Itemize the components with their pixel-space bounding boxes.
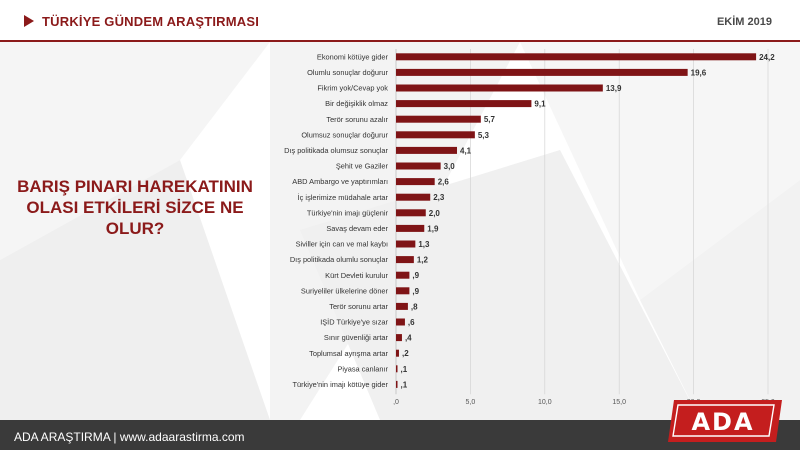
x-tick-label: ,0 — [393, 399, 399, 406]
data-label: 2,0 — [429, 209, 441, 218]
survey-question: BARIŞ PINARI HAREKATININ OLASI ETKİLERİ … — [17, 177, 253, 238]
category-label: Terör sorunu azalır — [326, 115, 388, 124]
data-label: 1,9 — [427, 224, 439, 233]
data-label: ,9 — [412, 287, 419, 296]
data-label: ,8 — [411, 302, 418, 311]
category-label: Şehit ve Gaziler — [336, 162, 389, 171]
category-label: Toplumsal ayrışma artar — [309, 349, 388, 358]
x-tick-label: 5,0 — [466, 399, 476, 406]
data-label: 5,3 — [478, 131, 490, 140]
footer-bar: ADA ARAŞTIRMA | www.adaarastirma.com — [0, 420, 800, 450]
category-label: Dış politikada olumlu sonuçlar — [290, 255, 389, 264]
header-date: EKİM 2019 — [716, 16, 772, 28]
bar-chart: Ekonomi kötüye gider 24,2 Olumlu sonuçlar … — [284, 49, 775, 406]
category-label: Türkiye'nin imajı kötüye gider — [293, 380, 389, 389]
category-label: Sınır güvenliği artar — [324, 333, 389, 342]
category-label: Savaş devam eder — [326, 224, 388, 233]
data-label: 2,3 — [433, 193, 445, 202]
data-label: 5,7 — [484, 115, 496, 124]
category-label: İç işlerimize müdahale artar — [298, 193, 389, 202]
data-label: 19,6 — [691, 68, 707, 77]
x-tick-label: 10,0 — [538, 399, 552, 406]
data-label: 2,6 — [438, 178, 450, 187]
footer-brand: ADA ARAŞTIRMA | — [14, 430, 117, 444]
bar — [396, 380, 398, 388]
category-label: Bir değişiklik olmaz — [325, 99, 388, 108]
bar — [396, 193, 431, 201]
data-label: 13,9 — [606, 84, 622, 93]
x-tick-label: 15,0 — [612, 399, 626, 406]
category-label: Türkiye'nin imajı güçlenir — [307, 208, 389, 217]
data-label: 9,1 — [534, 100, 546, 109]
bar — [396, 302, 408, 310]
bar — [396, 256, 414, 264]
bar — [396, 178, 435, 186]
category-label: ABD Ambargo ve yaptırımları — [292, 177, 388, 186]
footer-url[interactable]: www.adaarastirma.com — [119, 430, 245, 444]
category-label: Suriyeliler ülkelerine döner — [301, 286, 389, 295]
bar — [396, 271, 410, 279]
data-label: ,1 — [401, 365, 408, 374]
logo-frame — [672, 404, 775, 437]
category-label: Kürt Devleti kurulur — [325, 271, 388, 280]
footer-text: ADA ARAŞTIRMA | www.adaarastirma.com — [14, 430, 245, 444]
data-label: ,2 — [402, 349, 409, 358]
bar — [396, 318, 405, 326]
data-label: ,1 — [401, 380, 408, 389]
bar — [396, 334, 402, 342]
category-label: Ekonomi kötüye gider — [317, 52, 389, 61]
category-label: Terör sorunu artar — [329, 302, 388, 311]
logo-text: ADA — [691, 408, 754, 436]
data-label: 1,2 — [417, 256, 429, 265]
bar — [396, 53, 757, 61]
category-label: Olumsuz sonuçlar doğurur — [301, 130, 388, 139]
header-arrow-icon — [24, 15, 34, 27]
bar — [396, 100, 532, 108]
bar — [396, 131, 475, 139]
bar — [396, 287, 410, 295]
bar — [396, 224, 425, 232]
bar — [396, 349, 399, 357]
bar — [396, 115, 481, 123]
data-label: ,9 — [412, 271, 419, 280]
category-label: Dış politikada olumsuz sonuçlar — [284, 146, 388, 155]
data-label: 4,1 — [460, 146, 472, 155]
header-divider — [0, 40, 800, 42]
bar — [396, 84, 603, 92]
bar — [396, 209, 426, 217]
bar — [396, 146, 458, 154]
data-label: ,4 — [405, 334, 412, 343]
category-label: Fikrim yok/Cevap yok — [317, 84, 388, 93]
category-label: IŞİD Türkiye'ye sızar — [320, 318, 388, 327]
bar — [396, 162, 441, 170]
bar — [396, 68, 688, 76]
data-label: 24,2 — [759, 53, 775, 62]
category-label: Olumlu sonuçlar doğurur — [307, 68, 388, 77]
header-title: TÜRKİYE GÜNDEM ARAŞTIRMASI — [42, 14, 260, 29]
data-label: ,6 — [408, 318, 415, 327]
ada-logo: ADA — [668, 400, 782, 442]
category-label: Piyasa canlanır — [337, 364, 388, 373]
bar — [396, 240, 416, 248]
bar — [396, 365, 398, 373]
data-label: 3,0 — [444, 162, 456, 171]
category-label: Siviller için can ve mal kaybı — [296, 240, 388, 249]
logo-background — [668, 400, 782, 442]
data-label: 1,3 — [418, 240, 430, 249]
